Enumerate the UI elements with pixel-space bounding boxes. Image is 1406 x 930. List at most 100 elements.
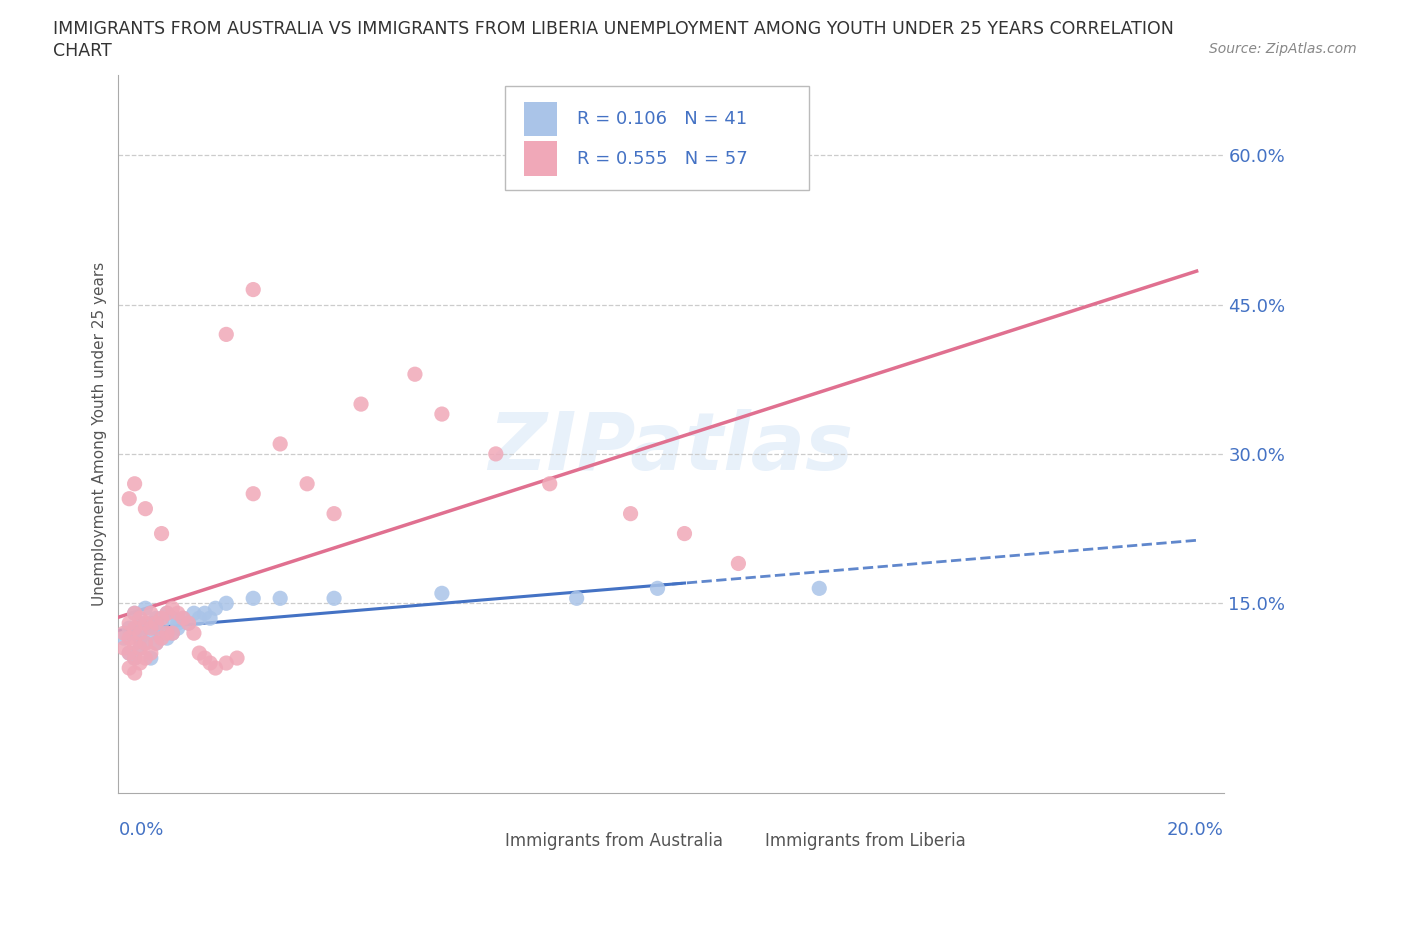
Point (350, 397, 373, 412)
Point (124, 666, 146, 681)
Point (565, 591, 588, 605)
Point (124, 651, 146, 666)
Point (204, 660, 226, 675)
Point (145, 611, 167, 626)
Point (156, 605, 179, 620)
Point (162, 601, 184, 616)
Point (145, 616, 167, 631)
Point (619, 506, 641, 521)
Point (269, 591, 291, 605)
Text: IMMIGRANTS FROM AUSTRALIA VS IMMIGRANTS FROM LIBERIA UNEMPLOYMENT AMONG YOUTH UN: IMMIGRANTS FROM AUSTRALIA VS IMMIGRANTS … (53, 20, 1174, 38)
Point (430, 586, 453, 601)
Point (145, 620, 167, 635)
Point (166, 616, 188, 631)
Point (150, 626, 173, 641)
Point (183, 626, 205, 641)
Point (156, 605, 179, 620)
Text: R = 0.555   N = 57: R = 0.555 N = 57 (576, 150, 748, 167)
Point (145, 636, 167, 651)
Point (166, 620, 188, 635)
Point (139, 605, 162, 620)
Bar (524, 141, 557, 176)
Point (124, 605, 146, 620)
Point (404, 366, 426, 381)
Text: Source: ZipAtlas.com: Source: ZipAtlas.com (1209, 42, 1357, 56)
Point (129, 626, 152, 641)
Point (145, 636, 167, 651)
Point (204, 601, 226, 616)
Point (118, 645, 141, 660)
Point (198, 611, 221, 626)
Point (538, 476, 561, 491)
Text: CHART: CHART (53, 42, 112, 60)
Point (112, 626, 135, 641)
Point (485, 446, 508, 461)
Point (129, 656, 152, 671)
Point (129, 616, 152, 631)
Point (139, 616, 162, 631)
Point (150, 611, 173, 626)
Point (162, 626, 184, 641)
Point (134, 616, 156, 631)
Point (242, 591, 264, 605)
Point (139, 651, 162, 666)
Point (134, 601, 156, 616)
FancyBboxPatch shape (505, 86, 808, 190)
Point (112, 631, 135, 645)
Point (323, 591, 346, 605)
Point (727, 556, 749, 571)
Point (156, 631, 179, 645)
Point (134, 501, 156, 516)
Point (177, 616, 200, 631)
Point (198, 656, 221, 671)
Point (134, 636, 156, 651)
Point (150, 526, 173, 541)
Point (139, 626, 162, 641)
Point (183, 605, 205, 620)
Point (162, 626, 184, 641)
Point (242, 282, 264, 297)
Point (150, 616, 173, 631)
Point (118, 616, 141, 631)
Text: R = 0.106   N = 41: R = 0.106 N = 41 (576, 110, 747, 128)
Point (124, 605, 146, 620)
Point (269, 436, 291, 451)
Point (124, 476, 146, 491)
Point (242, 486, 264, 501)
Text: ZIPatlas: ZIPatlas (488, 409, 853, 487)
Point (215, 656, 238, 671)
Bar (524, 102, 557, 137)
Text: 0.0%: 0.0% (118, 821, 165, 839)
Text: 20.0%: 20.0% (1167, 821, 1223, 839)
Point (134, 651, 156, 666)
Y-axis label: Unemployment Among Youth under 25 years: Unemployment Among Youth under 25 years (93, 262, 107, 606)
Point (430, 406, 453, 421)
Point (156, 626, 179, 641)
Point (124, 636, 146, 651)
Point (172, 611, 194, 626)
Point (172, 611, 194, 626)
Point (323, 506, 346, 521)
Point (215, 327, 238, 342)
Point (118, 645, 141, 660)
Point (118, 620, 141, 635)
Point (295, 476, 318, 491)
Point (188, 611, 211, 626)
Point (134, 636, 156, 651)
Point (118, 491, 141, 506)
Point (129, 631, 152, 645)
Point (808, 581, 831, 596)
Bar (731, 814, 759, 835)
Point (124, 626, 146, 641)
Point (215, 596, 238, 611)
Point (134, 620, 156, 635)
Point (139, 620, 162, 635)
Point (139, 645, 162, 660)
Bar (472, 814, 499, 835)
Point (124, 620, 146, 635)
Point (129, 641, 152, 656)
Point (162, 611, 184, 626)
Point (177, 616, 200, 631)
Point (188, 645, 211, 660)
Point (150, 631, 173, 645)
